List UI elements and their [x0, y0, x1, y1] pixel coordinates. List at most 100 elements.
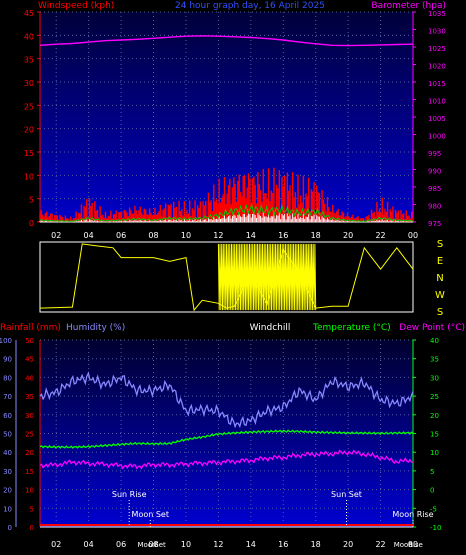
left-tick-label: 45 — [24, 9, 34, 18]
event-label: Moon Rise — [392, 510, 433, 519]
temp-tick-label: -10 — [430, 524, 441, 532]
compass-label: S — [437, 307, 443, 318]
temp-tick-label: 35 — [430, 356, 439, 364]
set-label: Set — [154, 541, 166, 549]
temp-tick-label: 25 — [430, 393, 439, 401]
dew-point-line — [39, 449, 414, 470]
compass-label: W — [435, 290, 445, 301]
left-axis-title: Windspeed (kph) — [38, 1, 114, 11]
humidity-tick-label: 10 — [3, 505, 12, 513]
rain-tick-label: 10 — [25, 487, 34, 495]
x-tick-label: 18 — [311, 540, 321, 549]
rainfall-title: Rainfall (mm) — [0, 323, 61, 333]
left-tick-label: 40 — [24, 32, 34, 41]
temp-tick-label: -5 — [430, 505, 437, 513]
right-tick-label: 1000 — [428, 133, 446, 141]
wind-plot-area — [40, 12, 413, 222]
humidity-tick-label: 80 — [3, 374, 12, 382]
temp-tick-label: 0 — [430, 487, 434, 495]
x-tick-label: 04 — [84, 540, 94, 549]
temp-tick-label: 10 — [430, 449, 439, 457]
humidity-tick-label: 50 — [3, 431, 12, 439]
rain-tick-label: 35 — [25, 393, 34, 401]
humidity-tick-label: 90 — [3, 356, 12, 364]
left-tick-label: 35 — [24, 56, 34, 65]
humidity-title: Humidity (%) — [66, 323, 125, 333]
temp-tick-label: 40 — [430, 337, 439, 345]
compass-label: E — [437, 256, 443, 267]
x-tick-label: 04 — [84, 231, 94, 240]
average-wind-line — [39, 203, 414, 222]
x-tick-label: 02 — [51, 540, 61, 549]
right-tick-label: 975 — [428, 220, 441, 228]
right-tick-label: 1015 — [428, 80, 446, 88]
left-tick-label: 0 — [29, 219, 34, 228]
x-tick-label: 22 — [375, 231, 385, 240]
moon-label: Moon — [138, 541, 157, 549]
right-axis-title: Barometer (hpa) — [371, 1, 446, 11]
x-tick-label: 02 — [51, 231, 61, 240]
x-tick-label: 14 — [246, 231, 256, 240]
rain-tick-label: 0 — [30, 524, 34, 532]
temp-tick-label: 15 — [430, 431, 439, 439]
right-tick-label: 995 — [428, 150, 441, 158]
barometer-line — [39, 35, 414, 47]
wind-direction-line — [39, 243, 414, 312]
rain-tick-label: 40 — [25, 374, 34, 382]
chart-title: 24 hour graph day, 16 April 2025 — [175, 1, 325, 11]
rain-tick-label: 50 — [25, 337, 34, 345]
right-tick-label: 985 — [428, 185, 441, 193]
x-tick-label: 00 — [408, 231, 418, 240]
event-label: Sun Set — [331, 490, 362, 499]
moon-label: Moon — [394, 541, 413, 549]
left-tick-label: 30 — [24, 79, 34, 88]
x-tick-label: 06 — [116, 540, 126, 549]
x-tick-label: 16 — [278, 540, 288, 549]
humidity-tick-label: 20 — [3, 487, 12, 495]
event-label: Moon Set — [132, 510, 169, 519]
right-tick-label: 1035 — [428, 10, 446, 18]
rain-tick-label: 5 — [30, 505, 34, 513]
x-tick-label: 20 — [343, 231, 353, 240]
rise-label: Rise — [408, 541, 423, 549]
x-tick-label: 10 — [181, 231, 191, 240]
temp-tick-label: 30 — [430, 374, 439, 382]
x-tick-label: 22 — [375, 540, 385, 549]
x-tick-label: 00 — [408, 540, 418, 549]
humidity-tick-label: 0 — [8, 524, 12, 532]
right-tick-label: 1020 — [428, 63, 446, 71]
rain-tick-label: 15 — [25, 468, 34, 476]
dew-point-title: Dew Point (°C) — [399, 323, 465, 333]
left-tick-label: 25 — [24, 102, 34, 111]
left-tick-label: 20 — [24, 126, 34, 135]
x-tick-label: 14 — [246, 540, 256, 549]
right-tick-label: 990 — [428, 168, 441, 176]
temp-tick-label: 5 — [430, 468, 434, 476]
x-tick-label: 18 — [311, 231, 321, 240]
rain-tick-label: 45 — [25, 356, 34, 364]
right-tick-label: 1025 — [428, 45, 446, 53]
compass-label: N — [436, 273, 443, 284]
x-tick-label: 10 — [181, 540, 191, 549]
right-tick-label: 1010 — [428, 98, 446, 106]
right-tick-label: 1030 — [428, 28, 446, 36]
x-tick-label: 20 — [343, 540, 353, 549]
x-tick-label: 06 — [116, 231, 126, 240]
rain-tick-label: 25 — [25, 431, 34, 439]
event-label: Sun Rise — [112, 490, 147, 499]
rain-tick-label: 20 — [25, 449, 34, 457]
windchill-title: Windchill — [250, 323, 291, 333]
x-tick-label: 08 — [148, 231, 158, 240]
humidity-tick-label: 60 — [3, 412, 12, 420]
right-tick-label: 980 — [428, 203, 441, 211]
wind-direction-oscillation — [217, 243, 317, 311]
humidity-line — [39, 371, 414, 429]
x-tick-label: 12 — [213, 540, 223, 549]
right-tick-label: 1005 — [428, 115, 446, 123]
left-tick-label: 15 — [24, 149, 34, 158]
temperature-line — [39, 429, 414, 449]
humidity-tick-label: 30 — [3, 468, 12, 476]
humidity-tick-label: 100 — [0, 337, 12, 345]
left-tick-label: 5 — [29, 196, 34, 205]
